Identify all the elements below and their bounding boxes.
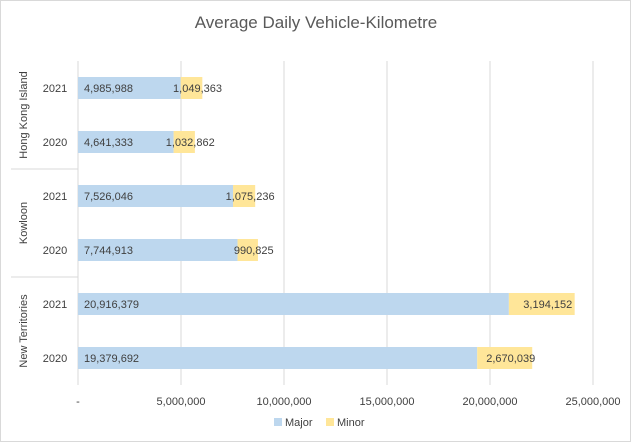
data-labels: 4,985,988 1,049,363 4,641,333 1,032,862 7,52… [84,83,572,365]
legend-swatch-minor [326,418,334,426]
value-axis: - 5,000,000 10,000,000 15,000,000 20,000,000… [76,396,620,408]
bar-major [78,239,238,261]
data-label-minor: 2,670,039 [486,353,535,365]
bar-minor [173,131,195,153]
data-label-minor: 1,049,363 [173,83,222,95]
data-label-minor: 1,075,236 [226,191,275,203]
legend-label: Major [285,417,313,429]
x-tick-label: 25,000,000 [565,396,620,408]
x-tick-label: 15,000,000 [359,396,414,408]
category-label: 2020 [43,137,67,149]
legend-label: Minor [337,417,365,429]
data-label-major: 7,526,046 [84,191,133,203]
bar-minor [180,77,203,99]
data-label-major: 7,744,913 [84,245,133,257]
data-label-major: 4,985,988 [84,83,133,95]
bar-major [78,77,181,99]
legend-swatch-major [274,418,282,426]
data-label-minor: 1,032,862 [166,137,215,149]
category-label: 2021 [43,299,67,311]
category-label: 2021 [43,83,67,95]
bars [78,77,575,369]
data-label-minor: 3,194,152 [523,299,572,311]
bar-minor [237,239,258,261]
bar-minor [477,347,533,369]
bar-major [78,131,174,153]
group-label: Kowloon [18,202,30,244]
x-tick-label: 20,000,000 [462,396,517,408]
data-label-major: 4,641,333 [84,137,133,149]
bar-minor [233,185,256,207]
chart-title: Average Daily Vehicle-Kilometre [195,13,438,32]
data-label-major: 20,916,379 [84,299,139,311]
gridlines [77,61,594,385]
group-label: New Territories [18,294,30,368]
category-label: 2020 [43,245,67,257]
bar-major [78,185,234,207]
bar-major [78,293,509,315]
category-axis: Hong Kong Island 2021 2020 Kowloon 2021 2020 N… [11,61,79,385]
group-label: Hong Kong Island [18,71,30,158]
bar-major [78,347,478,369]
category-label: 2021 [43,191,67,203]
x-tick-label: 10,000,000 [256,396,311,408]
data-label-minor: 990,825 [234,245,274,257]
data-label-major: 19,379,692 [84,353,139,365]
legend: Major Minor [274,417,365,429]
x-tick-label: - [76,396,80,408]
x-tick-label: 5,000,000 [157,396,206,408]
category-label: 2020 [43,353,67,365]
bar-minor [508,293,575,315]
